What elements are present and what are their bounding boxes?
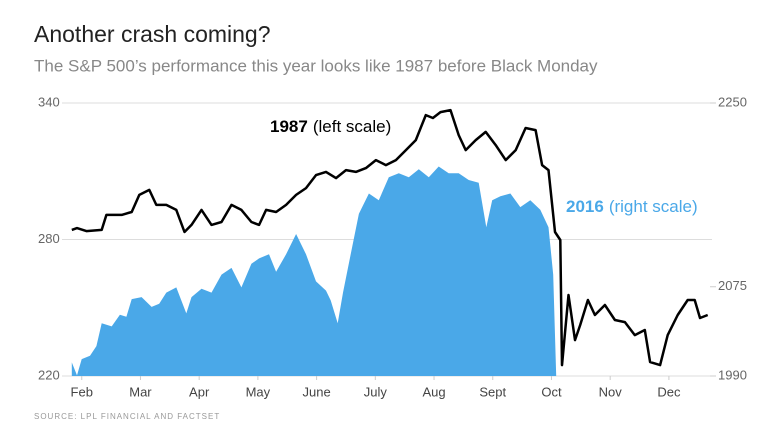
area — [71, 166, 557, 376]
y2-tick-label: 1990 — [718, 367, 747, 382]
x-tick-label: Oct — [541, 384, 562, 399]
x-tick-label: June — [303, 384, 331, 399]
y-tick-label: 280 — [38, 231, 60, 246]
series-name: 1987 — [270, 117, 308, 136]
x-tick-label: Mar — [129, 384, 152, 399]
source: SOURCE: LPL FINANCIAL AND FACTSET — [34, 412, 220, 421]
series-note: (left scale) — [313, 117, 391, 136]
series-note: (right scale) — [609, 197, 698, 216]
y-tick-label: 340 — [38, 94, 60, 109]
chart-title: Another crash coming? — [34, 21, 271, 47]
chart-subtitle: The S&P 500’s performance this year look… — [34, 56, 598, 75]
x-tick-label: July — [364, 384, 388, 399]
y2-tick-label: 2075 — [718, 278, 747, 293]
plot-area: 220 280 340 1990 2075 2250 Feb Mar Apr May June Jul… — [38, 94, 747, 399]
x-tick-label: Nov — [599, 384, 623, 399]
x-tick-label: May — [246, 384, 271, 399]
series-label: 1987 (left scale) — [270, 117, 391, 136]
series-label: 2016 (right scale) — [566, 197, 698, 216]
y-tick-label: 220 — [38, 367, 60, 382]
x-tick-label: Feb — [71, 384, 93, 399]
x-tick-label: Dec — [657, 384, 681, 399]
y2-tick-label: 2250 — [718, 94, 747, 109]
series-name: 2016 — [566, 197, 604, 216]
x-tick-label: Apr — [189, 384, 210, 399]
x-tick-label: Aug — [422, 384, 445, 399]
line — [71, 108, 709, 367]
x-tick-label: Sept — [479, 384, 506, 399]
